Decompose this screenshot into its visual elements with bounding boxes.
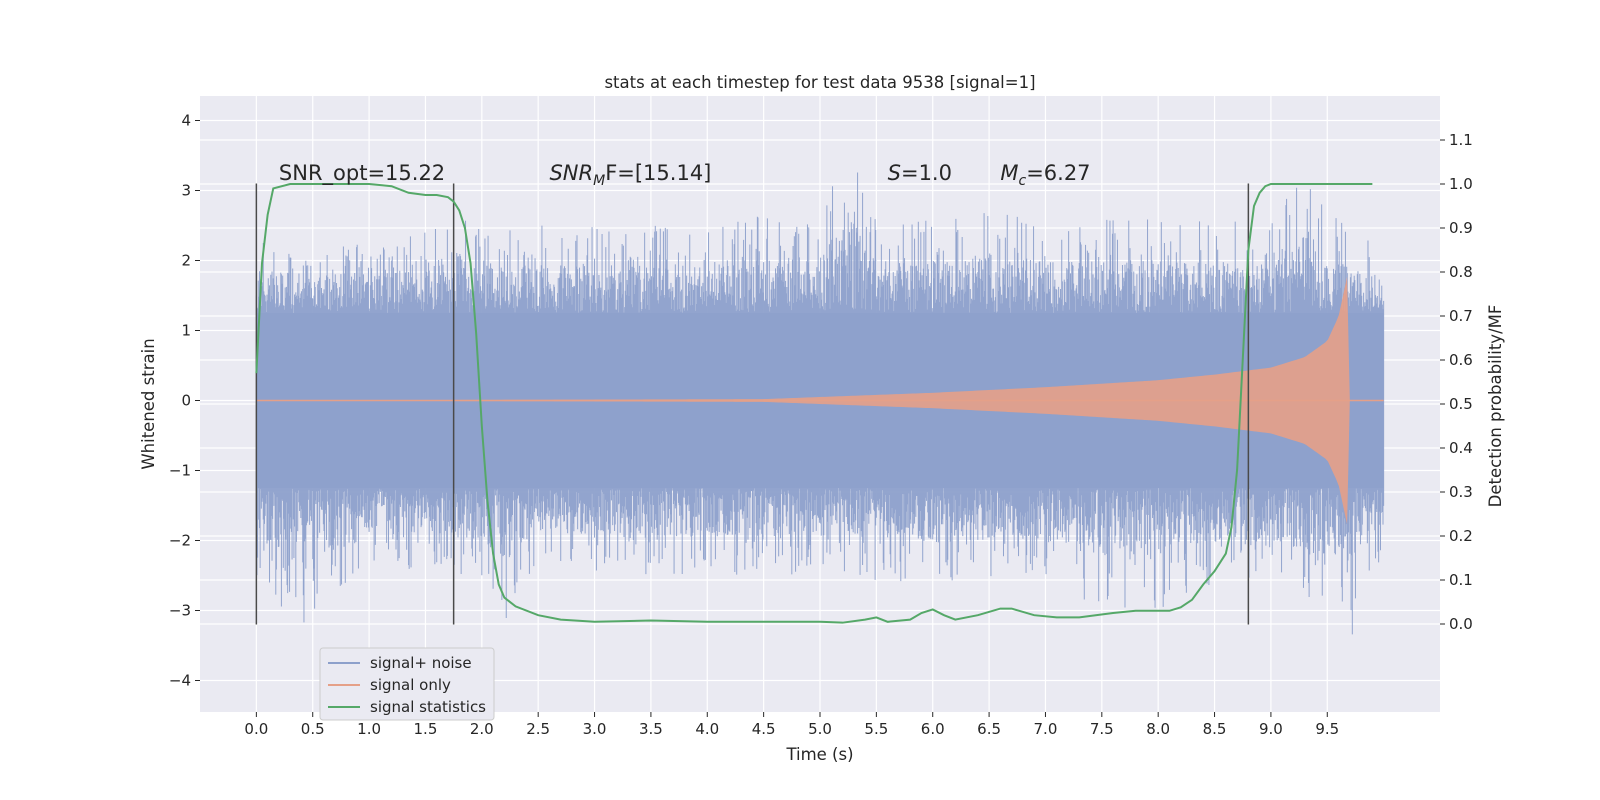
x-tick-label: 6.5: [977, 720, 1001, 738]
x-tick-label: 8.5: [1203, 720, 1227, 738]
x-tick-label: 0.0: [244, 720, 268, 738]
y2-tick-label: 0.7: [1449, 307, 1473, 325]
x-tick-label: 2.0: [470, 720, 494, 738]
legend-label-signal-only: signal only: [370, 676, 451, 694]
y2-axis-ticks: 0.0 0.1 0.2 0.3 0.4 0.5 0.6 0.7 0.8 0.9 1.0 1.1: [1440, 131, 1473, 633]
x-tick-label: 7.0: [1034, 720, 1058, 738]
y2-tick-label: 0.0: [1449, 615, 1473, 633]
y-tick-label: 1: [181, 322, 191, 340]
y-axis-label: Whitened strain: [139, 338, 158, 469]
y2-tick-label: 0.6: [1449, 351, 1473, 369]
y-tick-label: 2: [181, 252, 191, 270]
x-tick-label: 2.5: [526, 720, 550, 738]
x-tick-label: 8.0: [1146, 720, 1170, 738]
x-tick-label: 3.0: [583, 720, 607, 738]
series-signal-statistics: [255, 183, 1373, 624]
y-tick-label: −2: [169, 532, 191, 550]
x-tick-label: 9.0: [1259, 720, 1283, 738]
legend-box: [319, 647, 495, 721]
x-tick-label: 3.5: [639, 720, 663, 738]
x-axis-label: Time (s): [785, 745, 853, 764]
x-tick-label: 1.5: [414, 720, 438, 738]
y2-tick-label: 1.0: [1449, 175, 1473, 193]
x-tick-label: 5.0: [808, 720, 832, 738]
y-tick-label: −1: [169, 462, 191, 480]
y2-tick-label: 0.3: [1449, 483, 1473, 501]
x-tick-label: 9.5: [1315, 720, 1339, 738]
y2-tick-label: 0.9: [1449, 219, 1473, 237]
signal-statistics-line: [255, 183, 1373, 624]
x-tick-label: 7.5: [1090, 720, 1114, 738]
annotation-snr-opt: SNR_opt=15.22: [279, 161, 445, 186]
annotation-mc-value: Mc=6.27: [1000, 161, 1090, 189]
y2-tick-label: 1.1: [1449, 131, 1473, 149]
series-signal-only: [256, 276, 1384, 525]
legend: signal+ noise signal only signal statist…: [319, 647, 495, 721]
legend-label-signal-statistics: signal statistics: [370, 698, 486, 716]
x-tick-label: 0.5: [301, 720, 325, 738]
x-tick-label: 4.5: [752, 720, 776, 738]
chart-title: stats at each timestep for test data 953…: [604, 73, 1035, 92]
y2-tick-label: 0.2: [1449, 527, 1473, 545]
y2-axis-label: Detection probability/MF: [1486, 305, 1505, 508]
y-tick-label: 4: [181, 112, 191, 130]
y-tick-label: 0: [181, 392, 191, 410]
y-tick-label: −4: [169, 672, 191, 690]
x-axis-ticks: 0.0 0.5 1.0 1.5 2.0 2.5 3.0 3.5 4.0 4.5 5.0 5.5 6.0 6…: [244, 712, 1339, 738]
y2-tick-label: 0.4: [1449, 439, 1473, 457]
y-axis-ticks: −4 −3 −2 −1 0 1 2 3 4: [169, 112, 200, 690]
annotation-snr-mf: SNRMF=[15.14]: [549, 161, 711, 189]
legend-label-signal-plus-noise: signal+ noise: [370, 654, 472, 672]
annotation-s-value: S=1.0: [888, 161, 952, 185]
y-tick-label: −3: [169, 602, 191, 620]
x-tick-label: 6.0: [921, 720, 945, 738]
y2-tick-label: 0.5: [1449, 395, 1473, 413]
y2-tick-label: 0.8: [1449, 263, 1473, 281]
y2-tick-label: 0.1: [1449, 571, 1473, 589]
annotations: SNR_opt=15.22 SNRMF=[15.14] S=1.0 Mc=6.27: [279, 161, 1091, 189]
x-tick-label: 4.0: [695, 720, 719, 738]
x-tick-label: 1.0: [357, 720, 381, 738]
y-tick-label: 3: [181, 182, 191, 200]
x-tick-label: 5.5: [864, 720, 888, 738]
